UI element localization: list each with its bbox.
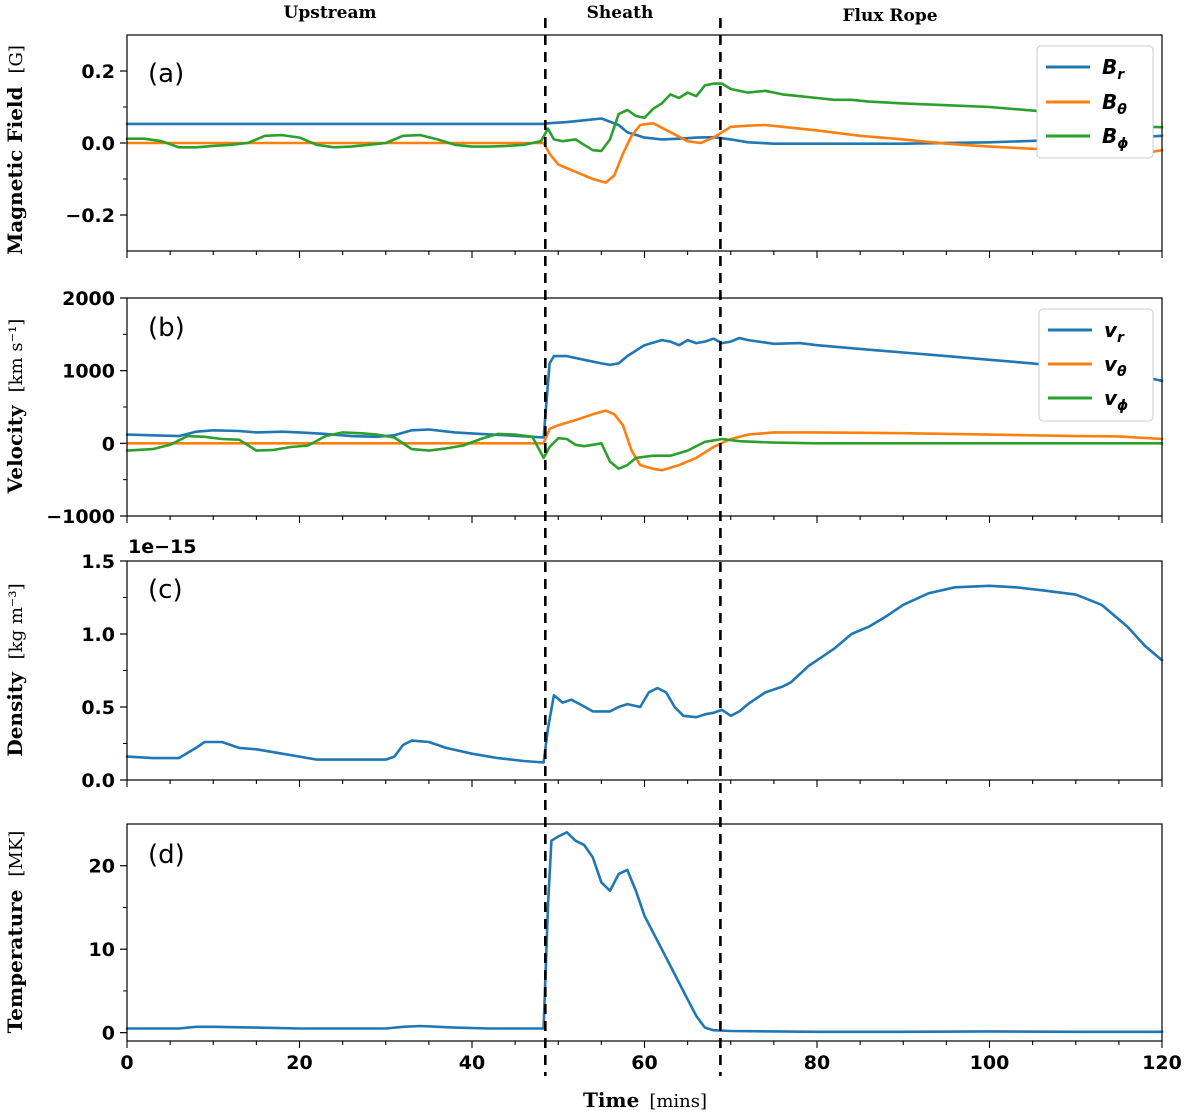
panel-c-ylabel-main: Density [3, 671, 27, 757]
panel-d-frame [126, 823, 1163, 1042]
panel-c-ytick-label: 0.0 [81, 770, 115, 792]
panel-b-ticks: −1000 0 1000 2000 [46, 288, 1163, 528]
region-label-sheath: Sheath [587, 3, 654, 23]
panel-d-series [125, 831, 1164, 1034]
panel-b-ytick-label: 1000 [62, 361, 115, 383]
panel-b-ylabel-unit: [km s⁻¹] [6, 319, 27, 393]
legend-a-label-bphi: Bϕ [1102, 124, 1128, 152]
panel-a-ticks: −0.2 0.0 0.2 [65, 61, 1163, 258]
panel-a-ytick-label: −0.2 [65, 205, 115, 227]
legend-b-label-vr: vr [1104, 318, 1125, 346]
panel-d-ytick-label: 10 [89, 939, 115, 961]
series-line-v-phi [125, 431, 1164, 471]
panel-c-ylabel: Density [kg m⁻³] [3, 583, 27, 756]
x-tick-labels: 0 20 40 60 80 100 120 [120, 1052, 1181, 1074]
legend-b-label-vtheta: vθ [1104, 352, 1127, 380]
panel-d-ylabel-unit: [MK] [6, 831, 27, 877]
panel-a-frame [126, 34, 1163, 252]
x-tick-label: 0 [120, 1052, 133, 1074]
panel-a-ylabel-main: Magnetic Field [3, 86, 27, 254]
x-axis-label: Time [mins] [583, 1088, 707, 1112]
panel-c-frame [126, 560, 1163, 781]
x-tick-label: 80 [804, 1052, 830, 1074]
legend-a-label-btheta: Bθ [1102, 90, 1127, 118]
panel-b-ytick-label: −1000 [46, 506, 115, 528]
series-line-temperature [125, 831, 1164, 1034]
x-axis-label-main: Time [583, 1088, 639, 1112]
panel-d-letter: (d) [148, 840, 185, 870]
panel-magnetic-field: −0.2 0.0 0.2 (a) Magnetic Field [G] Br Bθ … [3, 34, 1164, 258]
panel-b-legend: vr vθ vϕ [1038, 308, 1154, 422]
panel-d-ylabel: Temperature [MK] [3, 831, 27, 1034]
x-tick-label: 60 [631, 1052, 657, 1074]
series-line-b-r [125, 117, 1164, 145]
panel-d-ytick-label: 0 [102, 1023, 115, 1045]
panel-a-ylabel: Magnetic Field [G] [3, 45, 27, 255]
panel-d-ylabel-main: Temperature [3, 890, 27, 1034]
panel-density: 0.0 0.5 1.0 1.5 (c) 1e−15 Density [kg m⁻³] [3, 536, 1164, 792]
series-line-b-phi [125, 82, 1164, 153]
x-tick-label: 20 [286, 1052, 312, 1074]
panel-c-ytick-label: 0.5 [81, 697, 115, 719]
panel-c-ytick-label: 1.5 [81, 551, 115, 573]
legend-a-label-br: Br [1102, 55, 1125, 83]
x-tick-label: 40 [459, 1052, 485, 1074]
x-tick-label: 120 [1142, 1052, 1182, 1074]
series-line-v-theta [125, 409, 1164, 472]
panel-a-ytick-label: 0.0 [81, 133, 115, 155]
panel-b-series [125, 336, 1164, 472]
panel-a-ylabel-unit: [G] [6, 45, 27, 73]
region-boundaries [544, 18, 722, 1076]
legend-b-label-vphi: vϕ [1104, 386, 1128, 414]
panel-temperature: 0 10 20 (d) Temperature [MK] [3, 823, 1164, 1048]
series-line-density [125, 584, 1164, 764]
panel-d-ytick-label: 20 [89, 856, 115, 878]
panel-c-offset-text: 1e−15 [128, 536, 196, 558]
panel-d-ticks: 0 10 20 [89, 856, 1163, 1048]
x-axis-label-unit: [mins] [649, 1091, 707, 1112]
panel-b-ylabel-main: Velocity [3, 404, 27, 494]
panel-c-ytick-label: 1.0 [81, 624, 115, 646]
panel-a-ytick-label: 0.2 [81, 61, 115, 83]
panel-a-legend: Br Bθ Bϕ [1036, 45, 1154, 159]
panel-a-letter: (a) [148, 59, 184, 89]
series-line-v-r [125, 336, 1164, 439]
panel-velocity: −1000 0 1000 2000 (b) Velocity [km s⁻¹] vr … [3, 288, 1164, 528]
panel-b-ytick-label: 0 [102, 433, 115, 455]
x-tick-label: 100 [970, 1052, 1010, 1074]
panel-b-frame [126, 297, 1163, 517]
panel-c-ylabel-unit: [kg m⁻³] [6, 583, 27, 659]
panel-c-series [125, 584, 1164, 764]
region-label-flux-rope: Flux Rope [842, 6, 937, 26]
panel-c-letter: (c) [148, 575, 183, 605]
panel-b-ylabel: Velocity [km s⁻¹] [3, 319, 27, 495]
region-label-upstream: Upstream [284, 3, 377, 23]
panel-b-ytick-label: 2000 [62, 288, 115, 310]
panel-b-letter: (b) [148, 313, 185, 343]
panel-c-ticks: 0.0 0.5 1.0 1.5 [81, 551, 1163, 792]
